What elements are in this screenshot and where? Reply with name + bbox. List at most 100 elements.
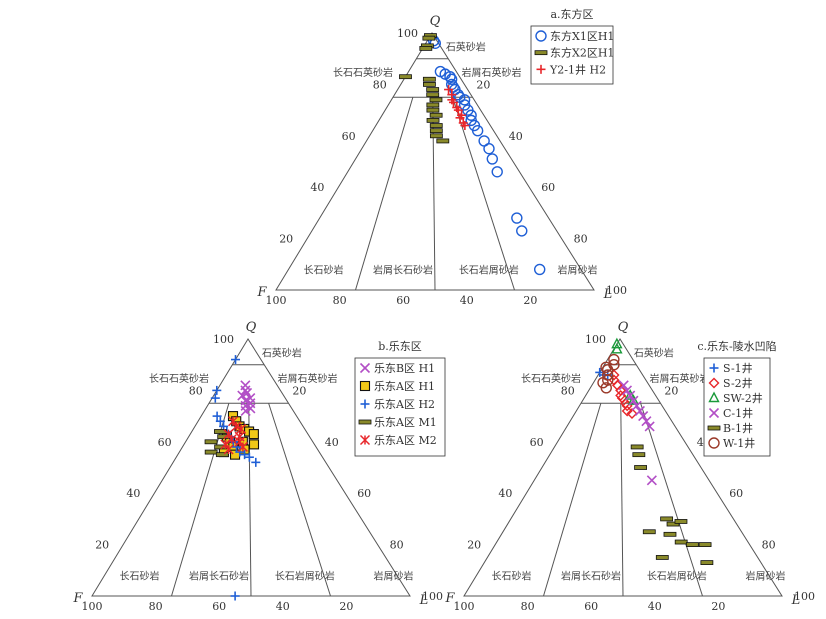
legend-marker bbox=[708, 377, 720, 389]
data-point bbox=[534, 263, 546, 276]
left-tick-label: 80 bbox=[561, 384, 575, 397]
data-point-body bbox=[630, 444, 644, 450]
vertex-f-label: F bbox=[256, 285, 267, 300]
right-tick-label: 60 bbox=[541, 181, 555, 194]
field-lith-quartz: 岩屑石英砂岩 bbox=[278, 372, 338, 385]
field-feld-litharenite: 长石岩屑砂岩 bbox=[459, 263, 519, 276]
right-tick-label: 80 bbox=[574, 233, 588, 246]
data-point-b bbox=[644, 421, 655, 432]
bottom-tick-label: 40 bbox=[648, 600, 662, 613]
split-line-2 bbox=[620, 403, 624, 597]
right-tick-label: 60 bbox=[729, 487, 743, 500]
data-point-body bbox=[666, 521, 680, 527]
bottom-tick-label: 100 bbox=[454, 600, 475, 613]
data-point bbox=[236, 423, 247, 434]
legend-marker-body bbox=[707, 425, 721, 431]
series-3 bbox=[611, 337, 640, 405]
data-point-b bbox=[240, 405, 251, 417]
legend-marker bbox=[358, 419, 372, 425]
field-litharenite: 岩屑砂岩 bbox=[558, 263, 598, 276]
bottom-tick-label: 60 bbox=[212, 600, 226, 613]
data-point bbox=[429, 112, 443, 118]
chart-title: a.东方区 bbox=[550, 7, 593, 21]
data-point bbox=[611, 342, 623, 354]
data-point-body bbox=[422, 76, 436, 82]
data-point bbox=[600, 382, 612, 394]
field-arkose: 长石砂岩 bbox=[303, 263, 343, 276]
vertex-f-label: F bbox=[444, 591, 455, 606]
legend-marker-body bbox=[358, 419, 372, 425]
left-tick-label: 100 bbox=[213, 333, 234, 346]
field-arkose: 长石砂岩 bbox=[119, 569, 159, 582]
legend-label: S-1井 bbox=[723, 361, 753, 375]
data-point bbox=[621, 385, 633, 396]
series-4 bbox=[204, 429, 231, 458]
legend-label: S-2井 bbox=[723, 376, 753, 390]
field-quartz: 石英砂岩 bbox=[634, 346, 674, 359]
data-point-b bbox=[628, 395, 639, 406]
series-2 bbox=[399, 33, 450, 144]
legend-box bbox=[354, 357, 446, 457]
data-point bbox=[641, 416, 652, 427]
right-tick-label: 100 bbox=[422, 590, 443, 603]
data-point bbox=[634, 405, 645, 417]
data-point bbox=[626, 408, 638, 420]
right-tick-label: 60 bbox=[357, 487, 371, 500]
data-point bbox=[237, 441, 248, 452]
data-point bbox=[444, 85, 454, 95]
legend-marker bbox=[708, 407, 720, 419]
data-point bbox=[644, 421, 655, 432]
data-point bbox=[429, 37, 441, 49]
data-point bbox=[215, 452, 229, 458]
legend-marker bbox=[359, 434, 371, 446]
legend-label: 乐东B区 H1 bbox=[374, 362, 435, 375]
data-point bbox=[436, 138, 450, 144]
data-point-body bbox=[632, 452, 646, 458]
data-point bbox=[422, 76, 436, 82]
data-point bbox=[210, 393, 220, 403]
data-point-body bbox=[700, 560, 714, 565]
split-line-3 bbox=[268, 403, 331, 597]
legend-label: 乐东A区 H1 bbox=[374, 380, 435, 393]
data-point bbox=[204, 449, 218, 455]
data-point bbox=[630, 444, 644, 450]
data-point-body bbox=[423, 82, 436, 87]
bottom-tick-label: 20 bbox=[339, 600, 353, 613]
data-point-body bbox=[426, 87, 440, 92]
data-point bbox=[511, 212, 523, 224]
data-point bbox=[426, 107, 440, 113]
data-point-b bbox=[638, 411, 649, 422]
data-point bbox=[491, 166, 503, 178]
data-point bbox=[426, 102, 440, 108]
field-litharenite: 岩屑砂岩 bbox=[374, 569, 414, 582]
bottom-tick-label: 60 bbox=[584, 600, 598, 613]
data-point bbox=[674, 519, 688, 524]
data-point-body bbox=[634, 465, 647, 470]
data-point bbox=[444, 70, 456, 83]
data-point bbox=[251, 457, 261, 467]
field-feld-quartz: 长石石英砂岩 bbox=[521, 372, 581, 385]
data-point-body bbox=[660, 516, 674, 522]
field-quartz: 石英砂岩 bbox=[262, 346, 302, 359]
data-point-b bbox=[618, 380, 629, 391]
vertex-l-label: L bbox=[791, 593, 801, 608]
data-point bbox=[426, 87, 440, 92]
left-tick-label: 40 bbox=[498, 487, 512, 500]
data-point bbox=[486, 153, 498, 165]
data-point-body bbox=[426, 117, 440, 123]
left-tick-label: 100 bbox=[397, 27, 418, 40]
bottom-tick-label: 80 bbox=[521, 600, 535, 613]
data-point bbox=[429, 128, 443, 134]
data-point bbox=[685, 542, 699, 547]
data-point-b bbox=[245, 403, 256, 414]
field-lith-arkose: 岩屑长石砂岩 bbox=[561, 569, 621, 582]
legend-label: B-1井 bbox=[723, 421, 753, 435]
data-point-body bbox=[685, 542, 699, 547]
data-point bbox=[655, 555, 669, 560]
right-tick-label: 40 bbox=[325, 436, 339, 449]
legend-marker-body bbox=[534, 50, 548, 56]
data-point bbox=[663, 531, 677, 537]
right-tick-label: 100 bbox=[794, 590, 815, 603]
vertex-l-label: L bbox=[419, 593, 429, 608]
